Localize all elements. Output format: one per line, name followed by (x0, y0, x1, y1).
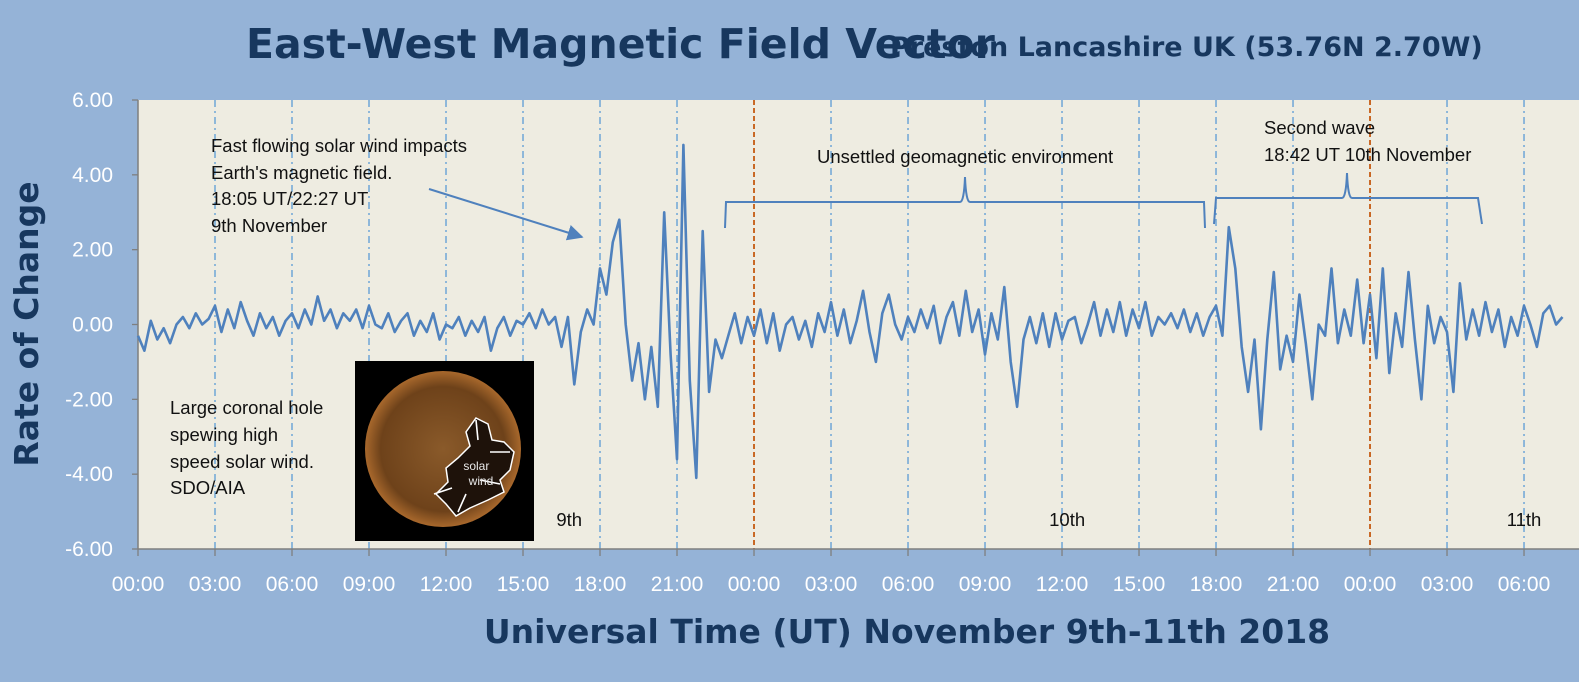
x-tick-label: 21:00 (1267, 573, 1320, 596)
annotation-coronal-hole-line2: spewing high (170, 424, 278, 445)
y-tick-label: 6.00 (72, 89, 113, 112)
x-axis-title: Universal Time (UT) November 9th-11th 20… (484, 612, 1330, 651)
annotation-solar-wind-line3: 18:05 UT/22:27 UT (211, 188, 368, 209)
annotation-coronal-hole-line4: SDO/AIA (170, 477, 246, 498)
y-tick-label: -6.00 (65, 538, 113, 561)
annotation-second-wave-line2: 18:42 UT 10th November (1264, 144, 1471, 165)
annotation-unsettled: Unsettled geomagnetic environment (817, 146, 1113, 167)
y-tick-label: 2.00 (72, 239, 113, 262)
brace-unsettled (724, 176, 1206, 229)
x-tick-label: 15:00 (1113, 573, 1166, 596)
brace-second-wave (1213, 172, 1483, 225)
x-tick-label: 00:00 (728, 573, 781, 596)
y-tick-label: 0.00 (72, 314, 113, 337)
solar-wind-arrow (428, 188, 584, 241)
x-tick-label: 00:00 (112, 573, 165, 596)
sdo-aia-inset: solar wind (355, 361, 534, 541)
x-tick-label: 06:00 (1498, 573, 1551, 596)
x-tick-label: 09:00 (959, 573, 1012, 596)
annotation-solar-wind: Fast flowing solar wind impacts Earth's … (211, 135, 472, 236)
x-tick-label: 18:00 (1190, 573, 1243, 596)
y-tick-label: 4.00 (72, 164, 113, 187)
annotation-solar-wind-line1: Fast flowing solar wind impacts (211, 135, 467, 156)
annotation-coronal-hole-line3: speed solar wind. (170, 451, 314, 472)
annotation-coronal-hole: Large coronal hole spewing high speed so… (170, 397, 328, 498)
day-labels: 9th 10th 11th (556, 509, 1541, 530)
y-tick-label: -4.00 (65, 463, 113, 486)
y-tick-label: -2.00 (65, 388, 113, 411)
x-tick-label: 09:00 (343, 573, 396, 596)
annotation-second-wave: Second wave 18:42 UT 10th November (1264, 117, 1471, 165)
y-tick-labels: 6.00 4.00 2.00 0.00 -2.00 -4.00 -6.00 (65, 89, 113, 561)
x-tick-label: 18:00 (574, 573, 627, 596)
annotation-solar-wind-line2: Earth's magnetic field. (211, 162, 392, 183)
inset-label-line2: wind (468, 474, 494, 488)
x-tick-label: 03:00 (189, 573, 242, 596)
x-tick-label: 06:00 (882, 573, 935, 596)
series-line (136, 143, 1564, 480)
x-tick-label: 12:00 (1036, 573, 1089, 596)
inset-label: solar wind (463, 459, 493, 488)
day-label: 10th (1049, 509, 1085, 530)
x-tick-label: 06:00 (266, 573, 319, 596)
day-boundary-layer (753, 100, 1371, 549)
tick-layer (132, 99, 1525, 556)
x-tick-label: 15:00 (497, 573, 550, 596)
x-tick-label: 03:00 (1421, 573, 1474, 596)
annotation-coronal-hole-line1: Large coronal hole (170, 397, 323, 418)
x-tick-label: 21:00 (651, 573, 704, 596)
chart-subtitle: Preston Lancashire UK (53.76N 2.70W) (890, 32, 1483, 63)
y-axis-title: Rate of Change (7, 181, 46, 466)
coronal-hole-outline (434, 417, 515, 517)
solar-wind-arrows-icon (433, 419, 510, 513)
x-tick-label: 00:00 (1344, 573, 1397, 596)
grid-layer (214, 100, 1525, 549)
x-tick-label: 03:00 (805, 573, 858, 596)
inset-label-line1: solar (463, 459, 489, 473)
day-label: 9th (556, 509, 582, 530)
annotation-solar-wind-line4: 9th November (211, 215, 327, 236)
day-label: 11th (1507, 509, 1542, 530)
x-tick-label: 12:00 (420, 573, 473, 596)
annotation-second-wave-line1: Second wave (1264, 117, 1375, 138)
chart-title: East-West Magnetic Field Vector (246, 20, 996, 68)
x-tick-labels: 00:00 03:00 06:00 09:00 12:00 15:00 18:00 21:00… (112, 573, 1551, 596)
